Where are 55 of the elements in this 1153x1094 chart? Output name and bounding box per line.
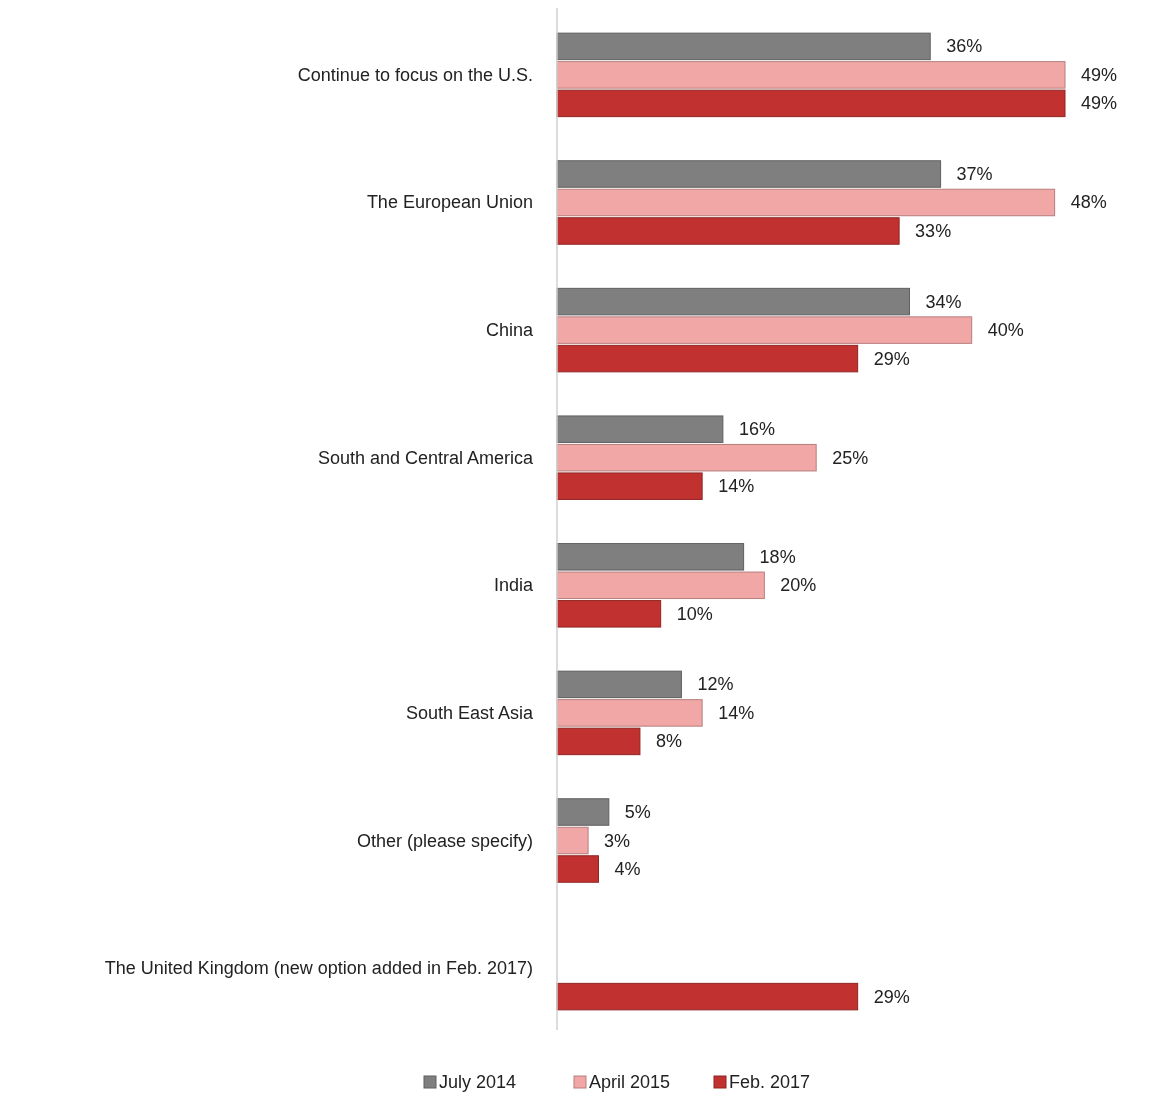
- bar: [556, 89, 1066, 118]
- data-label: 3%: [604, 830, 631, 851]
- data-label: 20%: [780, 575, 817, 596]
- bar: [556, 217, 900, 245]
- y-tick-label: The European Union: [366, 192, 533, 213]
- bar: [556, 543, 745, 571]
- data-label: 33%: [915, 220, 952, 241]
- bar: [556, 670, 682, 699]
- data-label: 4%: [614, 859, 641, 880]
- bar: [556, 344, 859, 373]
- y-tick-label: China: [485, 320, 534, 341]
- y-tick-label: India: [493, 575, 534, 596]
- bar: [556, 160, 942, 188]
- data-label: 49%: [1081, 93, 1118, 114]
- bar: [556, 316, 973, 344]
- bar: [556, 443, 817, 472]
- data-label: 16%: [738, 419, 775, 440]
- bar: [556, 571, 765, 600]
- bar: [556, 32, 931, 61]
- bar: [556, 287, 910, 316]
- data-label: 48%: [1070, 192, 1107, 213]
- data-label: 36%: [946, 36, 983, 57]
- data-label: 37%: [956, 163, 993, 184]
- data-label: 34%: [925, 291, 962, 312]
- bar: [556, 415, 724, 443]
- legend-label: July 2014: [439, 1072, 517, 1092]
- y-tick-label: South and Central America: [317, 447, 534, 468]
- data-label: 18%: [759, 546, 796, 567]
- bar: [556, 826, 589, 855]
- data-label: 12%: [697, 674, 734, 695]
- bar: [556, 600, 662, 628]
- legend-label: Feb. 2017: [729, 1072, 811, 1092]
- data-label: 8%: [655, 731, 682, 752]
- bar: [556, 61, 1066, 89]
- bar: [556, 699, 703, 727]
- bar: [556, 188, 1056, 217]
- data-label: 25%: [832, 447, 869, 468]
- data-label: 29%: [873, 348, 910, 369]
- data-label: 29%: [873, 986, 910, 1007]
- bar: [556, 855, 599, 883]
- data-label: 14%: [718, 702, 755, 723]
- data-label: 5%: [624, 802, 651, 823]
- legend-label: April 2015: [589, 1072, 671, 1092]
- y-tick-label: Continue to focus on the U.S.: [297, 64, 533, 85]
- y-tick-label: South East Asia: [405, 702, 534, 723]
- data-label: 10%: [676, 603, 713, 624]
- bar: [556, 798, 610, 826]
- bar: [556, 472, 703, 500]
- bar: [556, 727, 641, 756]
- y-tick-label: The United Kingdom (new option added in Feb. 2017): [104, 958, 533, 979]
- data-label: 49%: [1081, 64, 1118, 85]
- data-label: 14%: [718, 476, 755, 497]
- data-label: 40%: [987, 320, 1024, 341]
- bar: [556, 982, 859, 1011]
- y-tick-label: Other (please specify): [356, 830, 533, 851]
